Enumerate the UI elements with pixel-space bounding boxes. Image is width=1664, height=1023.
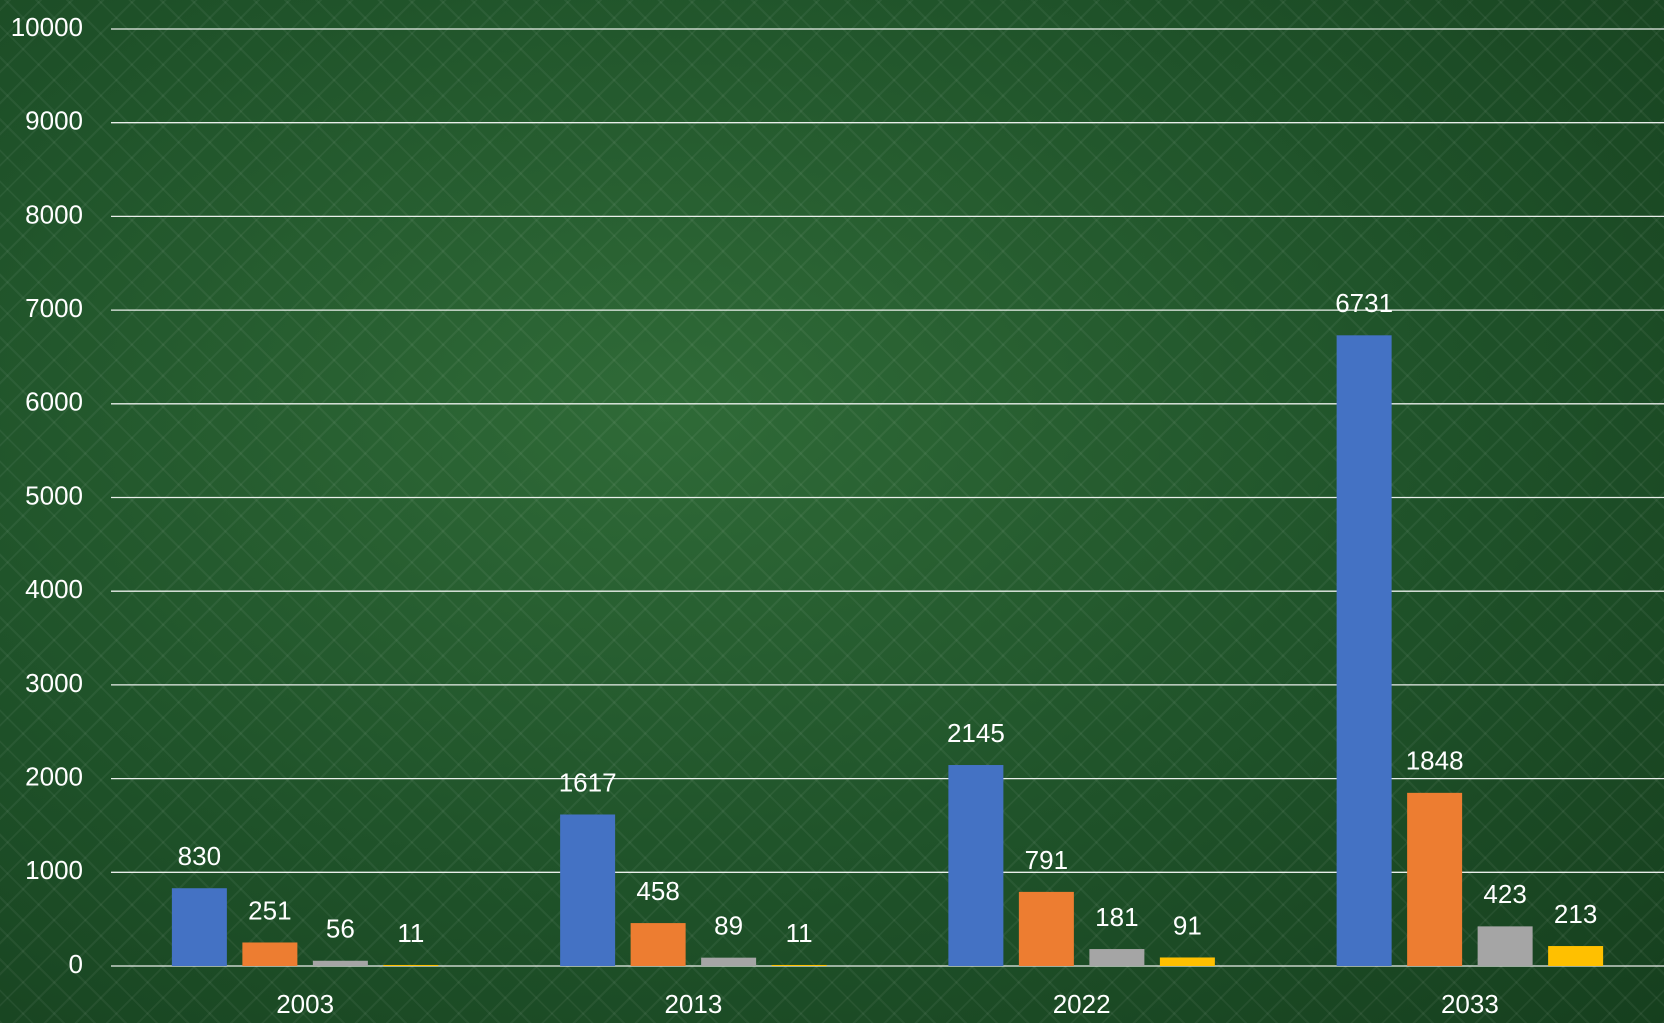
bar xyxy=(242,942,298,966)
bar xyxy=(1018,891,1074,966)
bar xyxy=(701,957,757,966)
bar xyxy=(630,923,686,966)
bar xyxy=(312,960,368,966)
bar xyxy=(1089,949,1145,966)
bar xyxy=(1477,926,1533,966)
bar xyxy=(1407,792,1463,966)
y-tick-label: 3000 xyxy=(25,668,83,698)
y-tick-label: 7000 xyxy=(25,293,83,323)
y-tick-label: 9000 xyxy=(25,106,83,136)
data-label: 458 xyxy=(636,876,679,906)
data-label: 11 xyxy=(786,918,813,948)
bar xyxy=(771,964,827,966)
bar xyxy=(171,888,227,966)
y-tick-label: 0 xyxy=(69,949,83,979)
bar xyxy=(560,814,616,966)
x-tick-label: 2022 xyxy=(1053,989,1111,1019)
y-tick-label: 6000 xyxy=(25,387,83,417)
data-label: 1617 xyxy=(559,767,617,797)
data-label: 1848 xyxy=(1406,746,1464,776)
data-label: 11 xyxy=(397,918,424,948)
data-label: 6731 xyxy=(1335,288,1393,318)
bar xyxy=(1336,335,1392,966)
x-tick-label: 2013 xyxy=(664,989,722,1019)
data-label: 791 xyxy=(1025,845,1068,875)
data-label: 181 xyxy=(1095,902,1138,932)
data-label: 830 xyxy=(178,841,221,871)
y-tick-label: 2000 xyxy=(25,761,83,791)
data-label: 423 xyxy=(1483,879,1526,909)
data-label: 89 xyxy=(714,911,743,941)
y-tick-label: 5000 xyxy=(25,480,83,510)
x-tick-label: 2003 xyxy=(276,989,334,1019)
bar xyxy=(948,765,1004,966)
x-tick-label: 2033 xyxy=(1441,989,1499,1019)
bar xyxy=(383,964,439,966)
data-label: 2145 xyxy=(947,718,1005,748)
y-tick-label: 1000 xyxy=(25,855,83,885)
y-tick-label: 10000 xyxy=(11,12,83,42)
data-label: 251 xyxy=(248,895,291,925)
data-label: 56 xyxy=(326,914,355,944)
bar xyxy=(1159,957,1215,966)
bar xyxy=(1548,946,1604,966)
data-label: 91 xyxy=(1173,910,1202,940)
y-tick-label: 4000 xyxy=(25,574,83,604)
data-label: 213 xyxy=(1554,899,1597,929)
y-tick-label: 8000 xyxy=(25,199,83,229)
